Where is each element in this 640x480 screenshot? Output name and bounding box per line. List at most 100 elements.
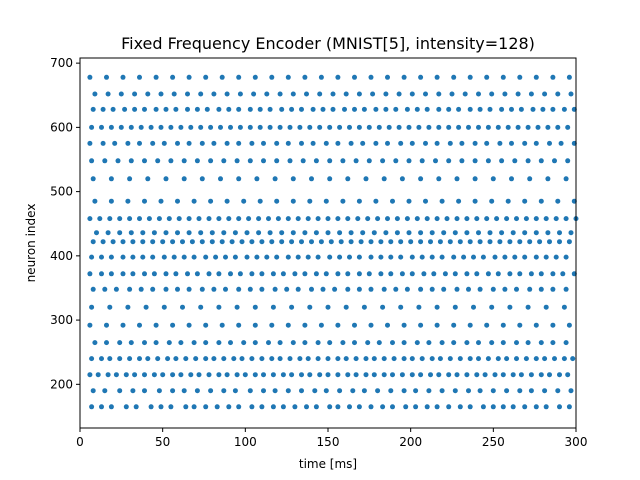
spike-point: [226, 106, 232, 112]
spike-point: [191, 340, 197, 346]
spike-point: [183, 404, 189, 410]
spike-point: [171, 254, 177, 260]
spike-point: [229, 239, 235, 245]
spike-point: [317, 91, 323, 97]
x-axis: 0 50 100 150 200 250 300: [76, 428, 587, 449]
spike-point: [132, 106, 138, 112]
spike-point: [259, 356, 265, 362]
spike-point: [320, 286, 326, 292]
spike-point: [178, 340, 184, 346]
spike-point: [555, 91, 561, 97]
spike-point: [434, 322, 440, 328]
spike-point: [232, 254, 238, 260]
spike-point: [557, 372, 562, 378]
spike-point: [380, 304, 386, 310]
spike-point: [555, 388, 561, 394]
spike-point: [127, 216, 133, 222]
y-tick-label: 200: [50, 377, 73, 391]
spike-point: [376, 340, 382, 346]
spike-point: [284, 286, 290, 292]
spike-point: [92, 91, 98, 97]
spike-point: [186, 216, 192, 222]
spike-point: [224, 140, 230, 146]
spike-point: [318, 74, 324, 80]
spike-point: [553, 216, 559, 222]
spike-point: [476, 124, 481, 130]
spike-point: [433, 158, 438, 164]
spike-point: [365, 340, 371, 346]
spike-point: [464, 372, 470, 378]
spike-point: [132, 91, 138, 97]
spike-point: [232, 388, 238, 394]
spike-point: [383, 91, 389, 97]
spike-point: [257, 198, 263, 204]
spike-point: [436, 124, 442, 130]
spike-point: [409, 254, 415, 260]
spike-point: [393, 158, 399, 164]
spike-point: [340, 198, 346, 204]
y-tick-label: 500: [50, 185, 73, 199]
spike-point: [355, 216, 361, 222]
spike-point: [178, 372, 184, 378]
spike-point: [236, 404, 242, 410]
spike-point: [300, 158, 306, 164]
spike-point: [550, 271, 556, 277]
spike-point: [500, 322, 506, 328]
spike-point: [209, 230, 215, 236]
spike-point: [401, 322, 407, 328]
spike-point: [173, 271, 179, 277]
x-tick-label: 50: [155, 435, 170, 449]
y-tick-label: 700: [50, 56, 73, 70]
spike-point: [203, 74, 209, 80]
spike-point: [105, 230, 111, 236]
spike-point: [409, 271, 415, 277]
spike-point: [127, 286, 133, 292]
spike-point: [168, 158, 174, 164]
spike-point: [206, 372, 212, 378]
spike-point: [398, 140, 404, 146]
spike-point: [356, 124, 362, 130]
spike-point: [117, 230, 123, 236]
spike-point: [560, 271, 566, 277]
spike-point: [269, 239, 275, 245]
spike-point: [163, 106, 169, 112]
spike-point: [418, 372, 424, 378]
spike-point: [472, 198, 478, 204]
spike-point: [396, 124, 402, 130]
spike-point: [317, 124, 323, 130]
spike-point: [490, 286, 496, 292]
spike-point: [150, 286, 156, 292]
spike-point: [542, 388, 548, 394]
spike-point: [99, 404, 104, 410]
spike-point: [459, 158, 465, 164]
spike-point: [194, 271, 200, 277]
spike-point: [403, 404, 409, 410]
spike-point: [290, 176, 296, 182]
spike-point: [323, 198, 329, 204]
spike-point: [489, 91, 495, 97]
spike-point: [490, 176, 496, 182]
spike-point: [342, 106, 347, 112]
spike-point: [487, 230, 493, 236]
spike-point: [378, 239, 384, 245]
x-tick-label: 200: [399, 435, 422, 449]
spike-point: [451, 74, 457, 80]
x-tick-label: 150: [317, 435, 340, 449]
spike-point: [467, 322, 473, 328]
spike-point: [507, 239, 513, 245]
spike-point: [117, 340, 123, 346]
spike-point: [441, 230, 447, 236]
spike-point: [277, 356, 283, 362]
spike-point: [332, 286, 338, 292]
spike-point: [307, 198, 313, 204]
spike-point: [418, 286, 424, 292]
spike-point: [128, 230, 134, 236]
spike-point: [457, 239, 463, 245]
spike-point: [434, 216, 440, 222]
spike-point: [343, 91, 349, 97]
spike-point: [414, 106, 420, 112]
spike-point: [476, 356, 481, 362]
spike-point: [287, 158, 293, 164]
spike-point: [335, 372, 341, 378]
spike-point: [514, 286, 519, 292]
